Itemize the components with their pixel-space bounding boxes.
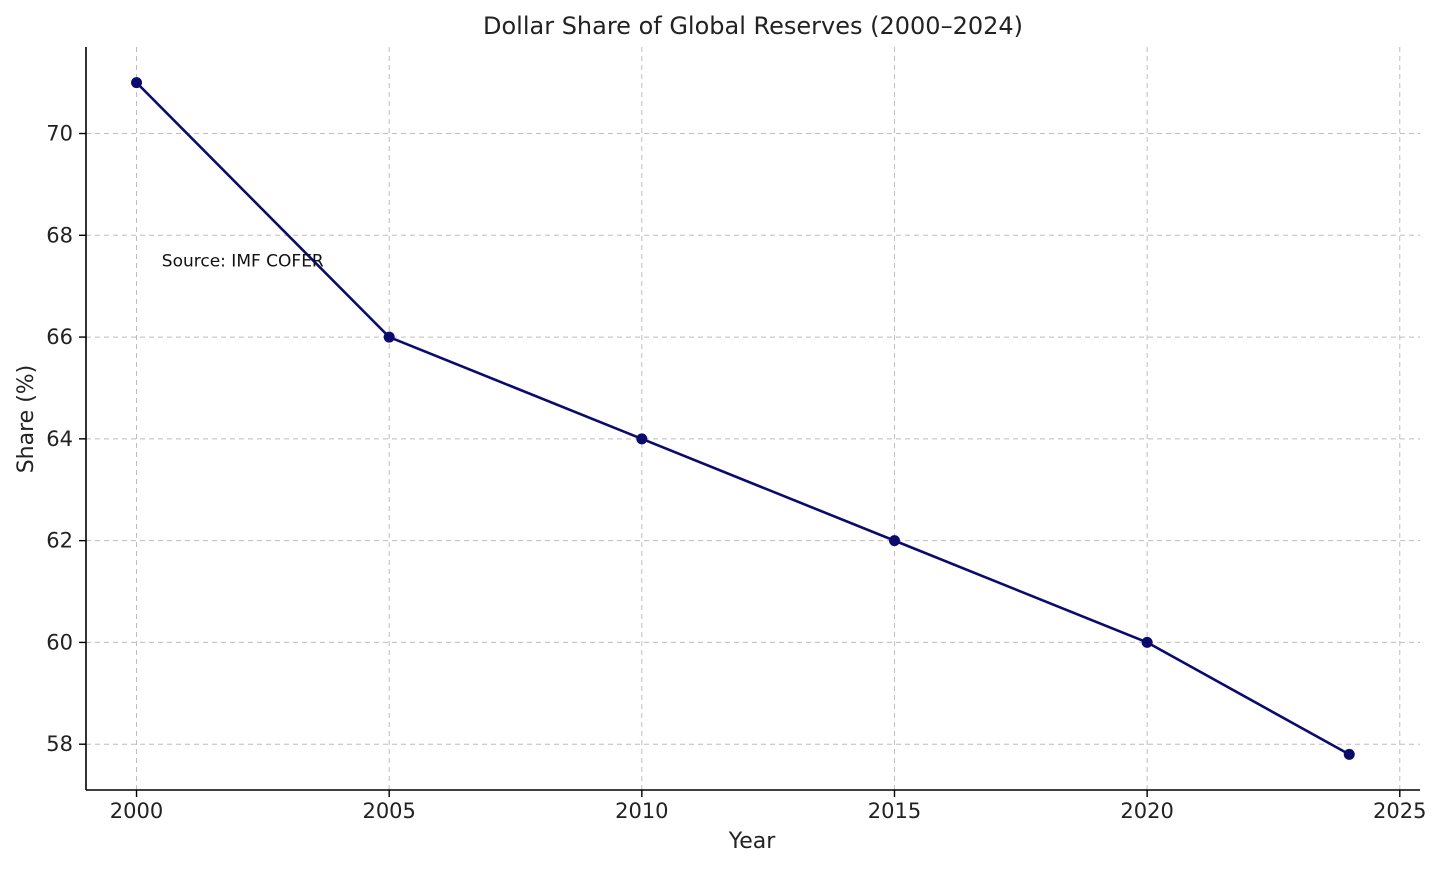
y-tick-label: 60 — [46, 630, 73, 654]
data-point — [1141, 636, 1153, 648]
data-point — [383, 331, 395, 343]
data-point — [636, 433, 648, 445]
x-ticks: 2000 2005 2010 2015 2020 2025 — [110, 790, 1427, 823]
chart-title: Dollar Share of Global Reserves (2000–20… — [483, 12, 1023, 40]
y-tick-label: 70 — [46, 122, 73, 146]
x-tick-label: 2015 — [868, 799, 921, 823]
source-annotation: Source: IMF COFER — [162, 252, 324, 272]
series — [131, 77, 1355, 760]
data-point — [888, 535, 900, 547]
grid — [86, 47, 1420, 790]
x-tick-label: 2000 — [110, 799, 163, 823]
y-axis-title: Share (%) — [14, 365, 39, 474]
x-tick-label: 2005 — [362, 799, 415, 823]
x-tick-label: 2020 — [1120, 799, 1173, 823]
x-tick-label: 2010 — [615, 799, 668, 823]
data-point — [131, 77, 143, 89]
y-tick-label: 62 — [46, 529, 73, 553]
axes — [85, 47, 1420, 791]
series-line — [135, 81, 1350, 756]
data-point — [1343, 748, 1355, 760]
y-tick-label: 64 — [46, 427, 73, 451]
y-ticks: 58 60 62 64 66 68 70 — [46, 122, 86, 756]
x-axis-title: Year — [728, 829, 777, 854]
x-tick-label: 2025 — [1373, 799, 1426, 823]
y-tick-label: 58 — [46, 732, 73, 756]
y-tick-label: 66 — [46, 325, 73, 349]
y-tick-label: 68 — [46, 223, 73, 247]
